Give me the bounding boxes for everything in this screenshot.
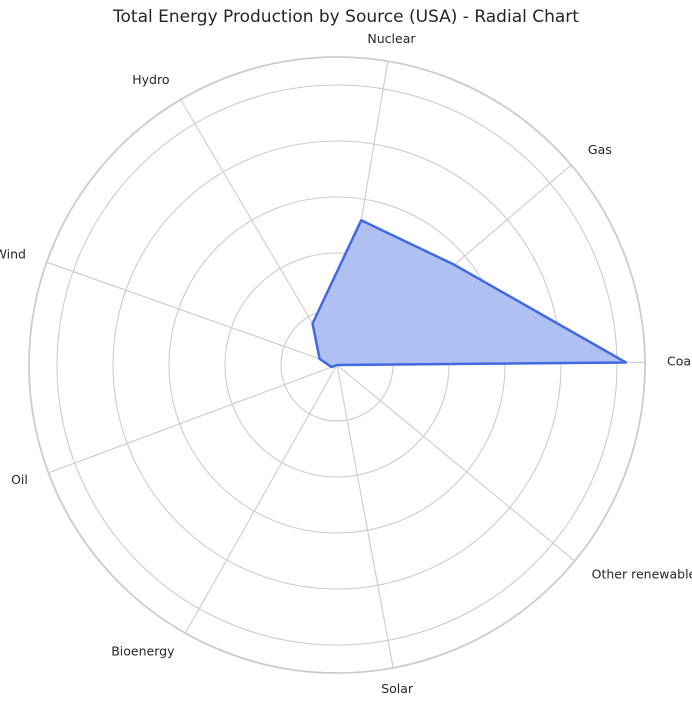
series-area (312, 220, 626, 368)
tick-label-bioenergy: Bioenergy (111, 644, 175, 659)
tick-label-wind: Wind (0, 246, 26, 261)
spoke-oil (48, 364, 338, 474)
tick-label-solar: Solar (381, 681, 414, 696)
spoke-hydro (180, 99, 338, 366)
spoke-bioenergy (184, 364, 338, 634)
tick-label-other-renewables: Other renewables (592, 566, 692, 581)
radial-gridline (112, 140, 562, 590)
spoke-solar (336, 364, 394, 668)
outer-circle (28, 56, 646, 674)
tick-label-coal: Coal (667, 354, 692, 369)
series-line (311, 219, 628, 369)
tick-labels: Coal Gas Nuclear Hydro Wind Oil Bioenergy Solar… (0, 31, 692, 696)
tick-label-nuclear: Nuclear (367, 31, 416, 46)
radial-gridline (168, 196, 506, 534)
tick-label-gas: Gas (588, 142, 612, 157)
radial-gridline (56, 84, 618, 646)
tick-label-hydro: Hydro (132, 72, 169, 87)
tick-label-oil: Oil (11, 472, 28, 487)
spoke-other-renewables (336, 364, 576, 562)
chart-title: Total Energy Production by Source (USA) … (113, 7, 579, 27)
series-layer (311, 219, 628, 369)
spoke-wind (46, 261, 338, 366)
